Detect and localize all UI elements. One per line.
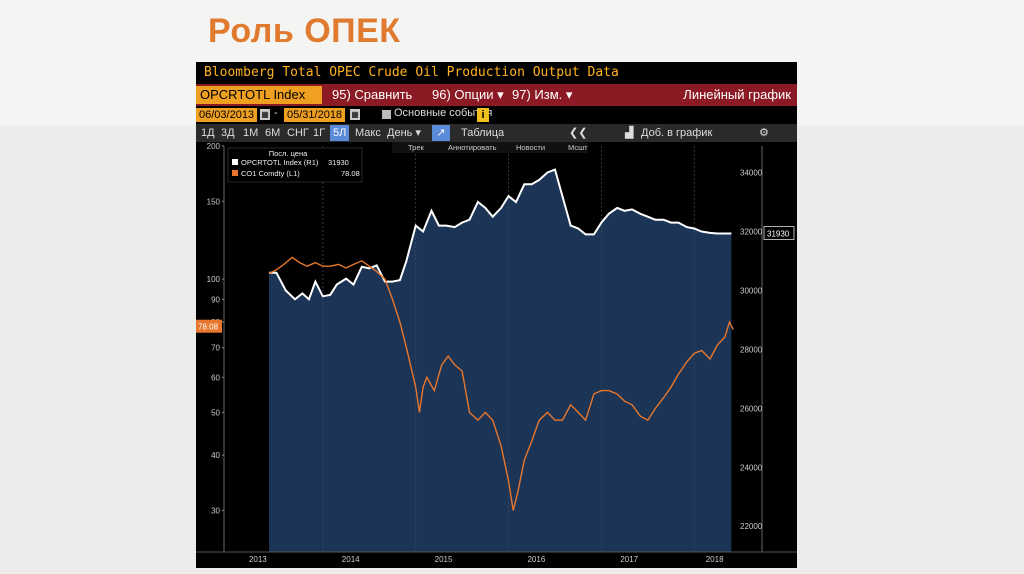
legend-swatch-brent bbox=[232, 170, 238, 176]
right-tick-label: 26000 bbox=[740, 404, 763, 413]
line-chart-icon[interactable]: ↗ bbox=[432, 125, 450, 141]
interval-dropdown[interactable]: День ▾ bbox=[387, 127, 421, 139]
period-6m-button[interactable]: 6М bbox=[265, 127, 281, 139]
right-tick-label: 30000 bbox=[740, 286, 763, 295]
left-tick-label: 40 bbox=[211, 451, 220, 460]
period-toolbar: 1Д 3Д 1М 6М СНГ 1Г 5Л Макс День ▾ ↗ Табл… bbox=[196, 124, 797, 142]
left-tick-label: 30 bbox=[211, 507, 220, 516]
opec-series-line bbox=[269, 168, 732, 302]
command-bar: OPCRTOTL Index 95) Сравнить 96) Опции ▾ … bbox=[196, 84, 797, 106]
period-3d-button[interactable]: 3Д bbox=[221, 127, 235, 139]
opec-area-fill bbox=[269, 169, 732, 552]
right-last-value-badge bbox=[763, 226, 795, 240]
period-1d-button[interactable]: 1Д bbox=[201, 127, 215, 139]
legend-label-opec: OPCRTOTL Index (R1) bbox=[241, 158, 319, 167]
x-tick-label: 2017 bbox=[620, 555, 638, 564]
right-tick-label: 24000 bbox=[740, 463, 763, 472]
left-tick-label: 70 bbox=[211, 344, 220, 353]
chart-area: 2001501009080706050403034000320003000028… bbox=[196, 142, 797, 568]
chart-mode-label[interactable]: Линейный график bbox=[683, 87, 791, 102]
chart-tools-strip bbox=[392, 142, 588, 153]
legend-value-brent: 78.08 bbox=[341, 169, 360, 178]
legend-label-brent: CO1 Comdty (L1) bbox=[241, 169, 300, 178]
left-tick-label: 50 bbox=[211, 408, 220, 417]
right-tick-label: 22000 bbox=[740, 522, 763, 531]
price-chart: 2001501009080706050403034000320003000028… bbox=[196, 142, 797, 568]
period-1y-button[interactable]: 1Г bbox=[313, 127, 326, 139]
ticker-field[interactable]: OPCRTOTL Index bbox=[196, 86, 322, 104]
x-tick-label: 2014 bbox=[342, 555, 360, 564]
edit-button[interactable]: 97) Изм. ▾ bbox=[512, 87, 573, 102]
legend-box bbox=[227, 147, 363, 183]
x-tick-label: 2018 bbox=[706, 555, 724, 564]
right-tick-label: 32000 bbox=[740, 227, 763, 236]
brent-series-line bbox=[268, 256, 734, 511]
chart-tool-1: Аннотировать bbox=[448, 143, 497, 152]
x-tick-label: 2016 bbox=[527, 555, 545, 564]
add-to-chart-button[interactable]: Доб. в график bbox=[641, 127, 713, 139]
x-tick-label: 2013 bbox=[249, 555, 267, 564]
left-tick-label: 100 bbox=[207, 275, 221, 284]
terminal-title: Bloomberg Total OPEC Crude Oil Productio… bbox=[196, 62, 797, 84]
period-max-button[interactable]: Макс bbox=[355, 127, 381, 139]
x-tick-label: 2015 bbox=[435, 555, 453, 564]
period-1m-button[interactable]: 1М bbox=[243, 127, 259, 139]
gear-icon[interactable]: ⚙ bbox=[759, 127, 769, 139]
date-range-bar: 06/03/2013 ▦ - 05/31/2018 ▦ Основные соб… bbox=[196, 106, 797, 124]
date-to-field[interactable]: 05/31/2018 bbox=[284, 108, 346, 122]
add-chart-icon[interactable]: ▟ bbox=[625, 127, 634, 139]
calendar-icon[interactable]: ▦ bbox=[260, 109, 270, 120]
compare-button[interactable]: 95) Сравнить bbox=[332, 87, 413, 102]
chart-tool-2: Новости bbox=[516, 143, 545, 152]
legend-header: Посл. цена bbox=[269, 149, 308, 158]
bloomberg-terminal-window: Bloomberg Total OPEC Crude Oil Productio… bbox=[196, 62, 797, 568]
right-tick-label: 34000 bbox=[740, 169, 763, 178]
right-tick-label: 28000 bbox=[740, 345, 763, 354]
table-button[interactable]: Таблица bbox=[461, 127, 505, 139]
period-ytd-button[interactable]: СНГ bbox=[287, 127, 309, 139]
calendar-icon[interactable]: ▦ bbox=[350, 109, 360, 120]
period-5y-button[interactable]: 5Л bbox=[330, 125, 350, 141]
left-last-value-text: 78.08 bbox=[198, 323, 219, 332]
legend-value-opec: 31930 bbox=[328, 158, 349, 167]
collapse-icon[interactable]: ❮❮ bbox=[569, 127, 588, 139]
left-tick-label: 90 bbox=[211, 295, 220, 304]
chart-tool-0: Трек bbox=[408, 143, 425, 152]
info-icon[interactable]: i bbox=[477, 108, 489, 122]
legend-swatch-opec bbox=[232, 159, 238, 165]
events-label: Основные события bbox=[394, 107, 493, 119]
left-tick-label: 60 bbox=[211, 373, 220, 382]
date-separator: - bbox=[274, 107, 278, 119]
events-checkbox[interactable] bbox=[382, 110, 391, 119]
right-last-value-text: 31930 bbox=[767, 230, 790, 239]
options-button[interactable]: 96) Опции ▾ bbox=[432, 87, 504, 102]
slide-title: Роль ОПЕК bbox=[208, 12, 401, 50]
date-from-field[interactable]: 06/03/2013 bbox=[196, 108, 258, 122]
left-tick-label: 150 bbox=[207, 197, 221, 206]
left-last-value-badge bbox=[196, 319, 222, 333]
chart-tool-3: Мсшт bbox=[568, 143, 588, 152]
left-tick-label: 200 bbox=[207, 142, 221, 151]
